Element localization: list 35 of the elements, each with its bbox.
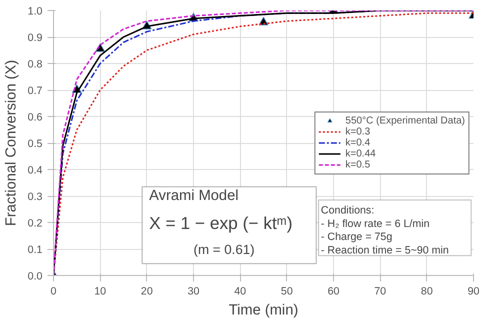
y-tick-label: 0.0 [28,270,43,282]
annotation: Conditions: [320,204,374,217]
x-tick-label: 50 [280,286,293,298]
x-axis-title: Time (min) [228,302,298,318]
x-tick-label: 40 [234,286,246,298]
annotation: (m = 0.61) [194,242,255,257]
x-tick-label: 70 [374,286,386,298]
y-tick-label: 0.6 [28,112,43,124]
x-tick-label: 30 [188,286,200,298]
y-tick-label: 0.3 [28,191,43,203]
x-tick-label: 10 [94,286,106,298]
x-tick-label: 60 [328,286,340,298]
y-tick-label: 0.8 [28,58,43,70]
y-tick-label: 0.4 [28,164,43,176]
legend-label: k=0.5 [345,159,370,170]
annotation: - H₂ flow rate = 6 L/min [320,218,430,230]
x-tick-label: 20 [140,286,153,298]
annotation: X = 1 − exp (− ktᵐ) [149,213,292,234]
y-tick-label: 0.9 [28,32,43,44]
x-tick-label: 90 [468,286,480,298]
legend-label: k=0.44 [345,148,376,159]
x-tick-label: 80 [420,286,433,298]
y-tick-label: 0.5 [28,138,43,150]
x-tick-label: 0 [50,286,57,298]
y-tick-label: 0.2 [28,218,43,230]
y-tick-label: 1.0 [28,6,43,18]
annotation: Avrami Model [149,188,238,204]
legend-label: k=0.4 [345,137,370,148]
annotation: - Charge = 75g [320,231,392,244]
legend-label: 550°C (Experimental Data) [345,115,465,126]
y-axis-title: Fractional Conversion (X) [4,60,20,226]
annotation: - Reaction time = 5~90 min [320,244,449,256]
y-tick-label: 0.1 [28,244,43,256]
legend-label: k=0.3 [345,126,370,137]
y-tick-label: 0.7 [28,85,43,97]
